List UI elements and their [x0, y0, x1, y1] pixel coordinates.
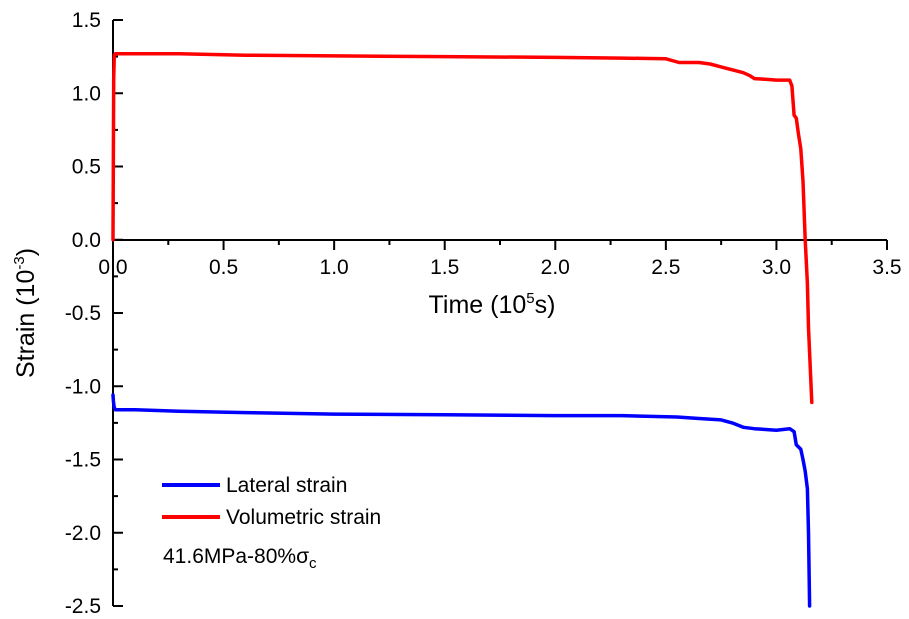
legend: Lateral strain Volumetric strain: [162, 474, 381, 529]
y-tick-label: -2.5: [65, 595, 101, 618]
annotation-subscript: c: [309, 555, 317, 572]
y-axis-title-superscript: -3: [11, 256, 28, 269]
y-axis-title: Strain (10-3): [11, 248, 40, 378]
x-tick-label: 2.0: [541, 256, 570, 279]
legend-label-lateral-strain: Lateral strain: [226, 474, 347, 497]
legend-label-volumetric-strain: Volumetric strain: [226, 506, 381, 529]
x-tick-label: 1.5: [430, 256, 459, 279]
x-axis-title-tail: s): [535, 291, 556, 319]
x-tick-label: 0.5: [209, 256, 238, 279]
y-tick-label: -0.5: [65, 302, 101, 325]
y-axis-title-tail: ): [12, 248, 40, 256]
x-axis-title-superscript: 5: [526, 290, 534, 307]
annotation-main: 41.6MPa-80%σ: [163, 545, 309, 568]
condition-annotation: 41.6MPa-80%σc: [163, 545, 317, 572]
y-tick-label: -1.5: [65, 449, 101, 472]
lateral-strain-line: [111, 393, 812, 608]
x-tick-label: 0.0: [98, 256, 127, 279]
volumetric-strain-line: [111, 51, 814, 405]
x-tick-label: 2.5: [651, 256, 680, 279]
x-axis-title-main: Time (10: [429, 291, 527, 319]
y-tick-label: 0.5: [72, 156, 101, 179]
axes-layer: 1.5 1.0 0.5 0.0 -0.5 -1.0 -1.5 -2.0 -2.5 0.0 0.5 1.…: [65, 9, 902, 618]
y-tick-label: 1.5: [72, 9, 101, 32]
y-tick-label: -2.0: [65, 522, 101, 545]
y-tick-label: 0.0: [72, 229, 101, 252]
x-tick-label: 3.0: [762, 256, 791, 279]
x-tick-label: 3.5: [872, 256, 901, 279]
x-tick-label: 1.0: [320, 256, 349, 279]
y-tick-label: 1.0: [72, 82, 101, 105]
series-layer: [111, 51, 814, 608]
y-tick-label: -1.0: [65, 375, 101, 398]
y-axis-title-main: Strain (10: [12, 270, 40, 378]
x-axis-title: Time (105s): [429, 290, 556, 319]
